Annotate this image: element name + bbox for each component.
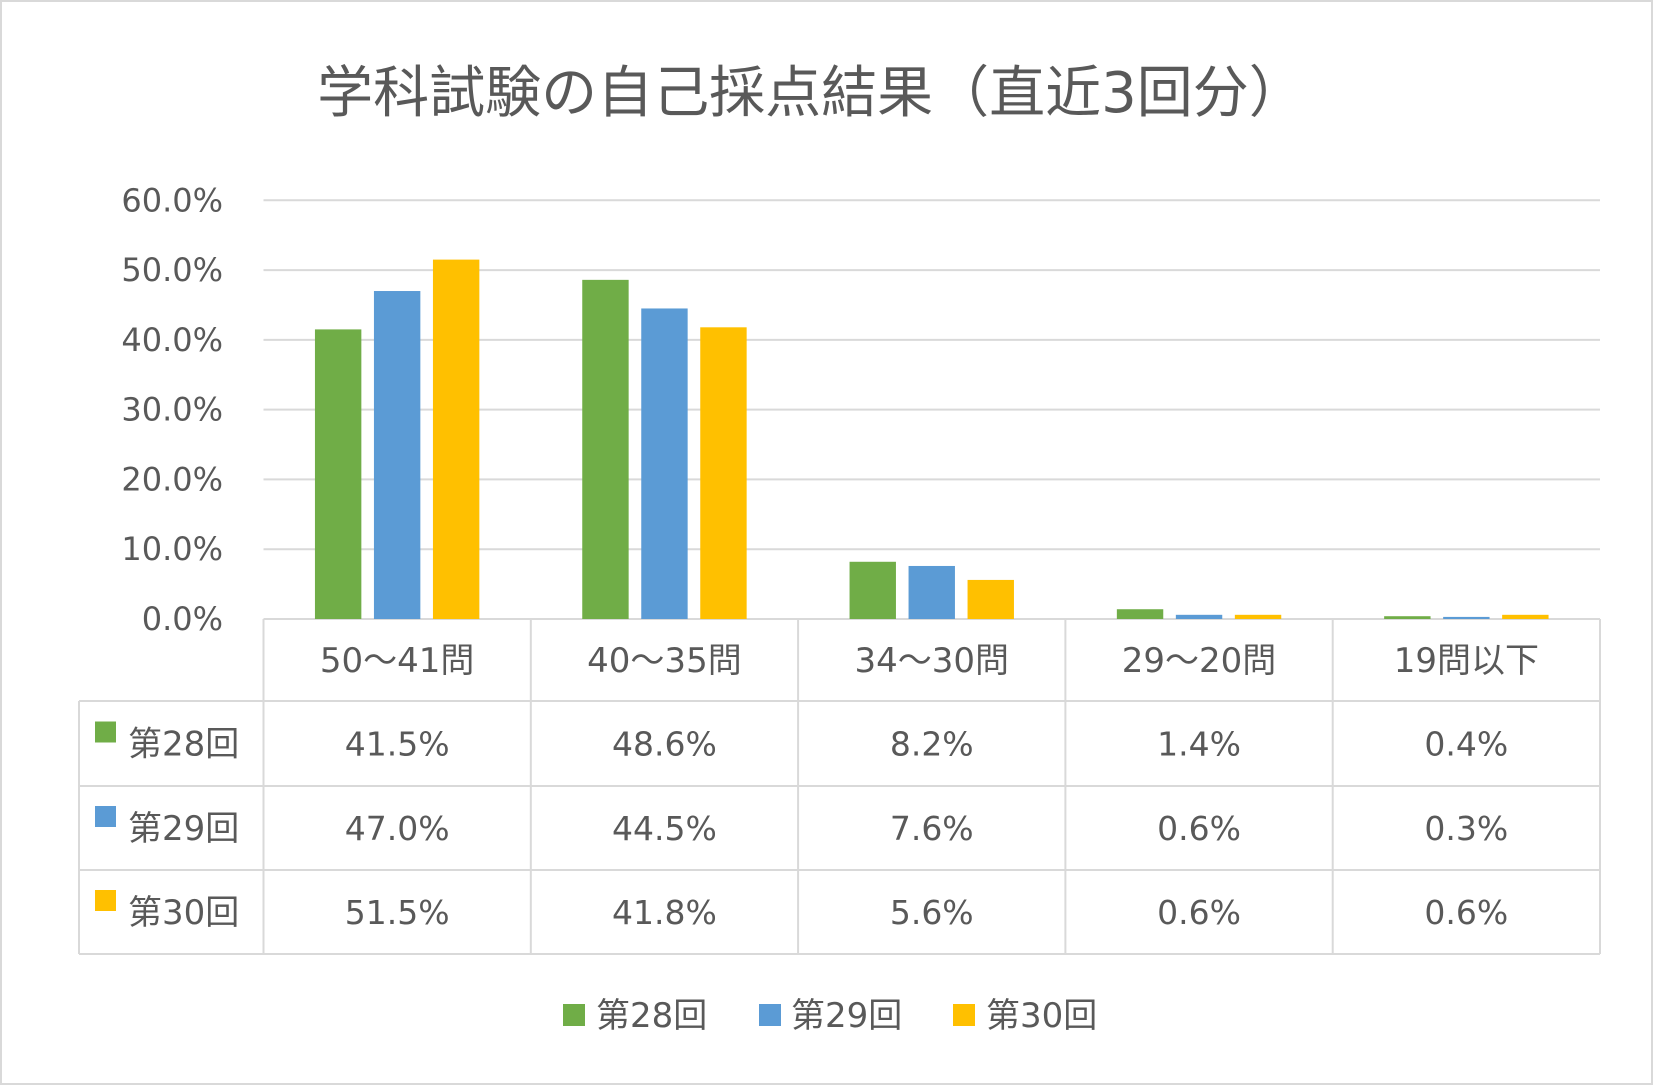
y-tick-label-3: 30.0% xyxy=(121,391,223,429)
table-cell-0-0: 41.5% xyxy=(345,725,450,764)
bar-2-4 xyxy=(1502,614,1549,619)
y-tick-label-2: 20.0% xyxy=(121,460,223,498)
bar-0-3 xyxy=(1116,609,1164,619)
table-cell-1-0: 47.0% xyxy=(345,809,450,848)
row-swatch-2 xyxy=(95,890,116,911)
bar-0-2 xyxy=(849,561,896,619)
table-cell-0-2: 8.2% xyxy=(890,725,974,764)
legend-label-29: 第29回 xyxy=(791,996,902,1036)
bar-0-1 xyxy=(582,279,629,619)
bar-2-1 xyxy=(700,327,747,619)
category-label-0: 50～41問 xyxy=(320,641,475,681)
table-cell-2-1: 41.8% xyxy=(612,893,717,932)
bar-2-2 xyxy=(967,579,1014,619)
table-cell-2-0: 51.5% xyxy=(345,893,450,932)
legend-swatch-30 xyxy=(953,1004,975,1026)
bar-2-3 xyxy=(1234,614,1282,619)
bar-1-3 xyxy=(1175,614,1223,619)
bar-1-0 xyxy=(373,291,421,619)
table-cell-1-4: 0.3% xyxy=(1424,809,1508,848)
y-tick-label-5: 50.0% xyxy=(121,251,223,289)
legend-swatch-28 xyxy=(563,1004,585,1026)
legend-item-28: 第28回 xyxy=(563,996,707,1036)
legend-item-30: 第30回 xyxy=(953,996,1097,1036)
category-label-2: 34～30問 xyxy=(854,641,1009,681)
legend-label-28: 第28回 xyxy=(596,996,707,1036)
table-cell-0-1: 48.6% xyxy=(612,725,717,764)
row-swatch-1 xyxy=(95,806,116,827)
row-label-0: 第28回 xyxy=(128,725,239,765)
gridlines xyxy=(263,199,1600,620)
legend-swatch-29 xyxy=(759,1004,781,1026)
legend-label-30: 第30回 xyxy=(986,996,1097,1036)
bar-1-2 xyxy=(908,565,955,619)
y-tick-label-1: 10.0% xyxy=(121,530,223,568)
table-cell-2-4: 0.6% xyxy=(1424,893,1508,932)
y-tick-label-0: 0.0% xyxy=(142,600,223,638)
table-cell-0-4: 0.4% xyxy=(1424,725,1508,764)
y-axis-tick-labels: 0.0% 10.0% 20.0% 30.0% 40.0% 50.0% 60.0% xyxy=(121,181,223,638)
table-cell-1-1: 44.5% xyxy=(612,809,717,848)
bars xyxy=(314,259,1549,619)
category-label-1: 40～35問 xyxy=(587,641,742,681)
bar-1-1 xyxy=(641,308,688,619)
category-label-4: 19問以下 xyxy=(1394,641,1539,681)
row-swatch-0 xyxy=(95,721,116,743)
chart-title: 学科試験の自己採点結果（直近3回分） xyxy=(317,61,1305,126)
bar-0-0 xyxy=(314,329,362,619)
table-cell-1-3: 0.6% xyxy=(1157,809,1241,848)
y-tick-label-4: 40.0% xyxy=(121,321,223,359)
legend-item-29: 第29回 xyxy=(759,996,902,1036)
table-cell-0-3: 1.4% xyxy=(1157,725,1241,764)
table-cell-2-2: 5.6% xyxy=(890,893,974,932)
row-label-1: 第29回 xyxy=(128,809,239,849)
category-label-3: 29～20問 xyxy=(1122,641,1277,681)
table-cell-2-3: 0.6% xyxy=(1157,893,1241,932)
legend: 第28回 第29回 第30回 xyxy=(563,996,1097,1036)
bar-0-4 xyxy=(1384,616,1431,619)
bar-1-4 xyxy=(1443,616,1490,619)
row-label-2: 第30回 xyxy=(128,893,239,933)
bar-2-0 xyxy=(432,259,480,619)
table-cell-1-2: 7.6% xyxy=(890,809,974,848)
y-tick-label-6: 60.0% xyxy=(121,181,223,219)
